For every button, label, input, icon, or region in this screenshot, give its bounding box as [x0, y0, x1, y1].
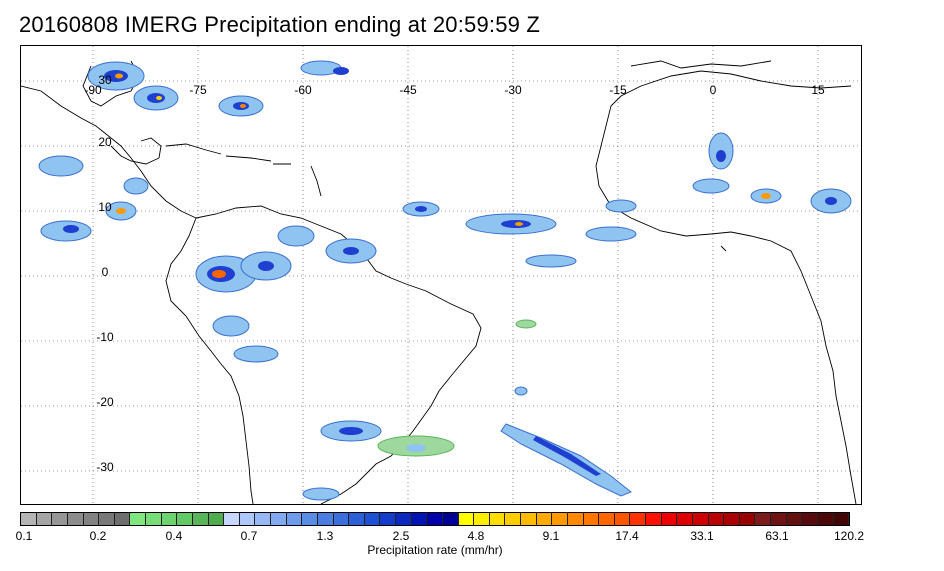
colorbar-swatch — [786, 513, 803, 525]
colorbar-swatch — [505, 513, 521, 525]
colorbar-swatch — [489, 513, 506, 525]
lon-label: 15 — [811, 83, 825, 97]
colorbar-swatch — [833, 513, 850, 525]
colorbar-swatch — [333, 513, 350, 525]
colorbar-tick: 63.1 — [765, 529, 789, 543]
colorbar-swatch — [771, 513, 787, 525]
colorbar-swatch — [692, 513, 709, 525]
precipitation-cells — [38, 60, 852, 501]
colorbar-tick: 4.8 — [467, 529, 485, 543]
colorbar-swatch — [130, 513, 146, 525]
colorbar-swatch — [192, 513, 209, 525]
precipitation-map: -90 -75 -60 -45 -30 -15 0 15 30 20 10 0 … — [20, 45, 862, 505]
colorbar-tick: 0.7 — [240, 529, 258, 543]
colorbar-tick: 0.2 — [89, 529, 107, 543]
colorbar-label: Precipitation rate (mm/hr) — [367, 543, 503, 557]
lat-label: 0 — [101, 265, 109, 279]
colorbar-tick: 0.4 — [165, 529, 183, 543]
colorbar-swatch — [36, 513, 53, 525]
colorbar-swatch — [739, 513, 756, 525]
colorbar-swatch — [802, 513, 818, 525]
colorbar-swatch — [317, 513, 334, 525]
colorbar-tick: 0.1 — [15, 529, 33, 543]
colorbar-swatch — [427, 513, 443, 525]
precipitation-colorbar — [20, 512, 850, 526]
colorbar-swatch — [552, 513, 568, 525]
colorbar-swatch — [755, 513, 771, 525]
coastlines — [21, 60, 857, 504]
colorbar-swatch — [396, 513, 412, 525]
colorbar-tick: 120.2 — [833, 529, 865, 543]
lon-label: 0 — [709, 83, 717, 97]
lat-label: -20 — [96, 395, 114, 409]
colorbar-swatch — [271, 513, 287, 525]
colorbar-swatch — [21, 513, 37, 525]
colorbar-swatch — [177, 513, 193, 525]
colorbar-swatch — [364, 513, 381, 525]
colorbar-swatch — [255, 513, 271, 525]
map-title: 20160808 IMERG Precipitation ending at 2… — [19, 12, 541, 37]
colorbar-swatch — [286, 513, 303, 525]
colorbar-swatch — [567, 513, 584, 525]
colorbar-swatch — [411, 513, 428, 525]
colorbar-swatch — [677, 513, 693, 525]
colorbar-swatch — [614, 513, 631, 525]
colorbar-tick: 2.5 — [392, 529, 410, 543]
colorbar-swatch — [817, 513, 834, 525]
colorbar-swatch — [599, 513, 615, 525]
lat-label: -10 — [96, 330, 114, 344]
colorbar-swatch — [536, 513, 553, 525]
colorbar-swatch — [114, 513, 131, 525]
colorbar-swatch — [521, 513, 537, 525]
colorbar-swatch — [208, 513, 225, 525]
lon-label: -60 — [294, 83, 312, 97]
colorbar-swatch — [349, 513, 365, 525]
lat-label: -30 — [96, 460, 114, 474]
lon-label: -90 — [84, 83, 102, 97]
colorbar-swatch — [458, 513, 475, 525]
lon-label: -30 — [504, 83, 522, 97]
colorbar-swatch — [146, 513, 162, 525]
colorbar-swatch — [646, 513, 662, 525]
colorbar-swatch — [724, 513, 740, 525]
lat-label: 10 — [98, 200, 112, 214]
colorbar-tick: 33.1 — [690, 529, 714, 543]
lat-label: 30 — [98, 73, 112, 87]
colorbar-swatch — [583, 513, 600, 525]
graticule — [21, 46, 861, 504]
lon-label: -75 — [189, 83, 207, 97]
colorbar-swatch — [661, 513, 678, 525]
colorbar-swatch — [442, 513, 459, 525]
colorbar-swatch — [99, 513, 115, 525]
colorbar-swatch — [630, 513, 646, 525]
colorbar-swatch — [83, 513, 100, 525]
colorbar-swatch — [239, 513, 256, 525]
colorbar-swatch — [708, 513, 725, 525]
lon-label: -15 — [609, 83, 627, 97]
colorbar-swatch — [67, 513, 84, 525]
colorbar-tick: 17.4 — [615, 529, 639, 543]
map-svg — [21, 46, 861, 504]
colorbar-swatch — [380, 513, 396, 525]
colorbar-swatch — [52, 513, 68, 525]
colorbar-swatch — [161, 513, 178, 525]
colorbar-swatch — [224, 513, 240, 525]
colorbar-swatch — [302, 513, 318, 525]
colorbar-tick: 1.3 — [316, 529, 334, 543]
colorbar-tick: 9.1 — [542, 529, 560, 543]
colorbar-swatch — [474, 513, 490, 525]
lat-label: 20 — [98, 135, 112, 149]
lon-label: -45 — [399, 83, 417, 97]
